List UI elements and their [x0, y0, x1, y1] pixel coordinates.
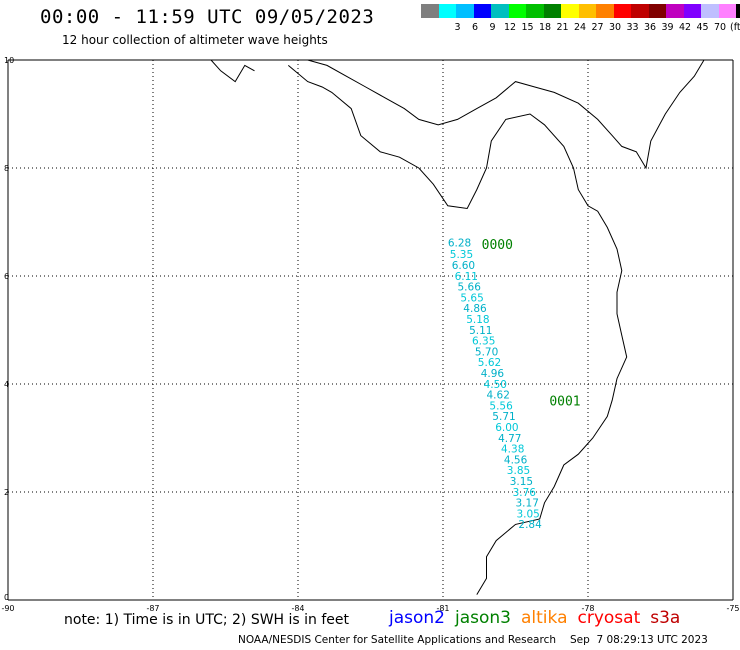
coastline — [210, 59, 705, 595]
legend-unit: (ft) — [730, 22, 740, 33]
footer-timestamp: Sep 7 08:29:13 UTC 2023 — [570, 634, 708, 646]
coastline-segment — [210, 59, 255, 83]
swh-label: 4.86 — [463, 303, 487, 315]
satellite-jason3: jason3 — [455, 608, 511, 628]
swh-label: 2.84 — [518, 519, 542, 531]
legend-label: 12 — [503, 22, 517, 33]
lat-lon-grid — [7, 59, 734, 601]
satellite-altika: altika — [521, 608, 568, 628]
page-subtitle: 12 hour collection of altimeter wave hei… — [62, 33, 328, 47]
y-tick-label: 8 — [4, 164, 9, 173]
legend-swatch: 39 — [648, 4, 674, 33]
swh-label: 5.71 — [492, 411, 515, 423]
swh-label: 3.05 — [516, 508, 539, 520]
legend-swatch: 30 — [596, 4, 621, 33]
x-tick-label: -78 — [581, 604, 594, 613]
legend-label: 36 — [643, 22, 657, 33]
satellite-legend: jason2 jason3 altika cryosat s3a — [389, 608, 690, 628]
axis-labels: -90 -87 -84 -81 -78 -75 0 2 4 6 8 10 — [1, 56, 739, 613]
legend-label: 30 — [608, 22, 622, 33]
legend-swatch: 12 — [491, 4, 516, 33]
legend-label: 39 — [661, 22, 674, 33]
swh-label: 4.77 — [498, 433, 521, 445]
swh-label: 5.66 — [458, 282, 482, 294]
legend-swatch: 21 — [543, 4, 569, 33]
legend-swatch: 24 — [561, 4, 586, 33]
swh-label: 5.35 — [450, 249, 473, 261]
coastline-segment — [307, 59, 705, 170]
page-title: 00:00 - 11:59 UTC 09/05/2023 — [40, 6, 375, 28]
swh-label: 6.35 — [472, 336, 495, 348]
legend-swatch — [421, 4, 439, 18]
legend-label: 70 — [713, 22, 727, 33]
swh-label: 5.62 — [478, 357, 501, 369]
legend-label: 21 — [556, 22, 569, 33]
swh-label: 5.11 — [469, 325, 492, 337]
y-tick-label: 6 — [4, 272, 9, 281]
legend-swatch: 6 — [456, 4, 478, 33]
jason3-track: 6.285.356.606.115.665.654.865.185.116.35… — [448, 237, 581, 531]
swh-label: 3.85 — [507, 465, 530, 477]
swh-label: 6.60 — [452, 260, 475, 272]
note-text: note: 1) Time is in UTC; 2) SWH is in fe… — [64, 612, 350, 628]
legend-label: 15 — [521, 22, 534, 33]
swh-label: 6.00 — [495, 422, 518, 434]
x-tick-label: -84 — [291, 604, 304, 613]
legend-label: 42 — [678, 22, 692, 33]
swh-label: 5.65 — [460, 292, 483, 304]
legend-label: 24 — [573, 22, 587, 33]
legend-label: 18 — [538, 22, 552, 33]
legend-label: 45 — [696, 22, 709, 33]
swh-label: 3.15 — [510, 476, 533, 488]
swh-label: 6.11 — [455, 271, 478, 283]
legend-label: 6 — [471, 22, 479, 33]
swh-label: 5.18 — [466, 314, 489, 326]
legend-swatch: 36 — [631, 4, 656, 33]
legend-swatch: 3 — [438, 4, 461, 33]
legend-label: 33 — [626, 22, 639, 33]
y-tick-label: 2 — [4, 488, 9, 497]
legend-swatch — [736, 4, 740, 18]
swh-label: 4.96 — [481, 368, 505, 380]
wave-height-legend: 3 6 9 12 15 18 21 24 27 30 33 36 39 42 45 70 — [421, 4, 740, 33]
satellite-s3a: s3a — [650, 608, 681, 628]
legend-swatch: 27 — [578, 4, 604, 33]
time-label: 0001 — [549, 395, 580, 410]
legend-label: 3 — [454, 22, 461, 33]
x-tick-label: -87 — [146, 604, 159, 613]
x-tick-label: -90 — [1, 604, 14, 613]
y-tick-label: 10 — [4, 56, 14, 65]
legend-swatch — [718, 4, 736, 18]
y-tick-label: 4 — [4, 380, 9, 389]
legend-label: 9 — [489, 22, 496, 33]
time-label: 0000 — [482, 238, 513, 253]
swh-label: 4.50 — [484, 379, 507, 391]
legend-swatch: 42 — [666, 4, 691, 33]
footer-credit: NOAA/NESDIS Center for Satellite Applica… — [238, 634, 556, 646]
satellite-jason2: jason2 — [389, 608, 445, 628]
swh-label: 4.38 — [501, 444, 524, 456]
y-tick-label: 0 — [4, 593, 9, 602]
swh-label: 4.56 — [504, 454, 528, 466]
legend-swatch: 45 — [683, 4, 709, 33]
satellite-cryosat: cryosat — [577, 608, 641, 628]
x-tick-label: -75 — [726, 604, 739, 613]
swh-label: 3.76 — [513, 487, 537, 499]
legend-swatch: 15 — [508, 4, 534, 33]
legend-label: 27 — [591, 22, 604, 33]
legend-swatch: 9 — [473, 4, 496, 33]
footer: NOAA/NESDIS Center for Satellite Applica… — [238, 634, 708, 646]
swh-label: 4.62 — [487, 390, 510, 402]
swh-label: 3.17 — [516, 498, 539, 510]
swh-label: 5.56 — [489, 400, 513, 412]
coastline-segment — [287, 65, 628, 595]
x-tick-label: -81 — [436, 604, 449, 613]
legend-swatch: 70 — [701, 4, 726, 33]
legend-swatch: 33 — [613, 4, 639, 33]
legend-swatch: 18 — [526, 4, 551, 33]
swh-label: 6.28 — [448, 237, 471, 249]
swh-label: 5.70 — [475, 346, 498, 358]
